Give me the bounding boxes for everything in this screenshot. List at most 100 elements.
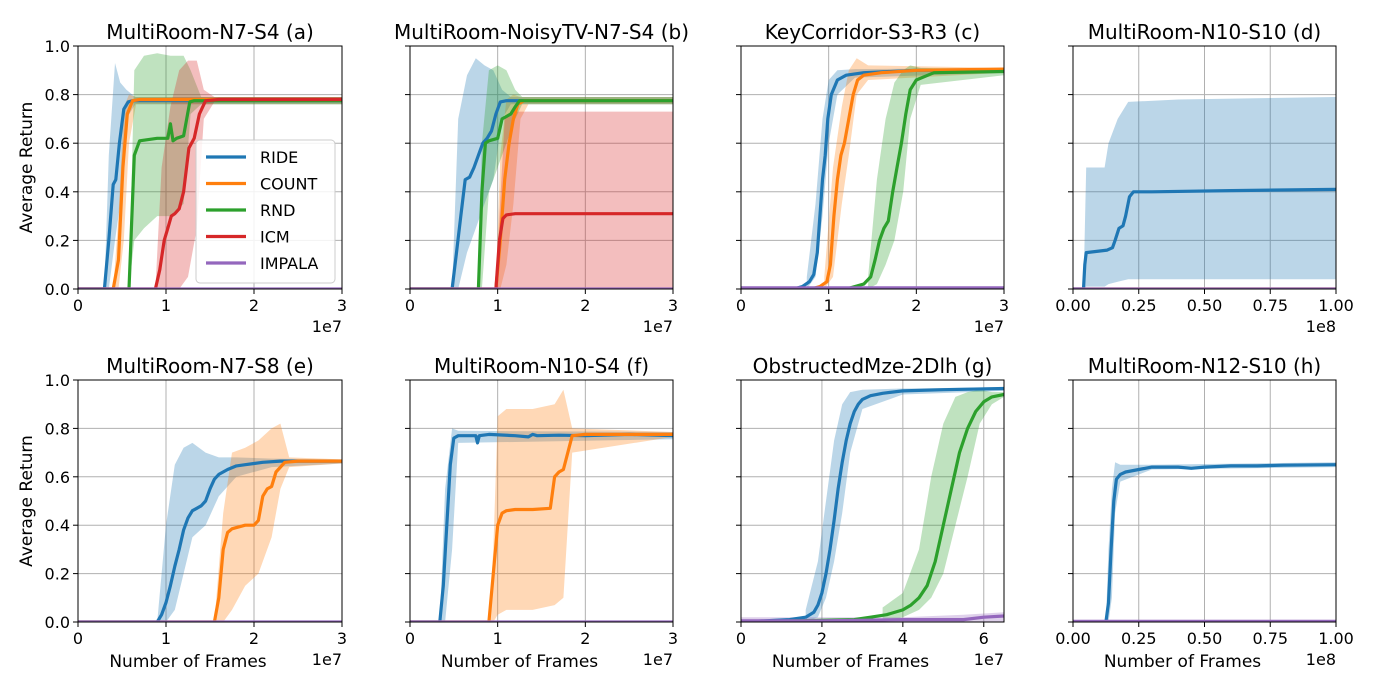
series-line-count[interactable] (741, 67, 1004, 289)
panel-title: MultiRoom-N10-S4 (f) (434, 354, 649, 378)
legend-item-impala[interactable]: IMPALA (206, 254, 318, 273)
data-layer (78, 423, 342, 622)
x-offset-label: 1e8 (1306, 650, 1336, 669)
series-line-ride[interactable] (410, 432, 673, 622)
x-axis-label: Number of Frames (1104, 652, 1261, 672)
legend-label: COUNT (260, 175, 317, 194)
x-tick-label: 2 (580, 296, 590, 315)
panel-d: 0.00 0.25 0.50 0.75 1.00 1e8 MultiRoom-N10-S10… (1055, 20, 1354, 336)
x-tick-label: 0.25 (1121, 629, 1157, 648)
x-tick-label: 2 (249, 296, 259, 315)
axes-frame (409, 379, 674, 623)
x-tick-label: 1 (161, 296, 171, 315)
series-line-ride[interactable] (410, 99, 673, 289)
x-tick-label: 1 (161, 629, 171, 648)
y-tick-label: 0.6 (45, 134, 70, 153)
series-line-count[interactable] (410, 432, 673, 622)
legend-item-rnd[interactable]: RND (206, 201, 295, 220)
panel-f: 0 1 2 3 1e7 MultiRoom-N10-S4 (f) Number of Fra… (405, 354, 678, 672)
series-line-icm[interactable] (78, 97, 342, 290)
band-count (214, 423, 342, 622)
y-tick-label: 1.0 (45, 371, 70, 390)
x-tick-label: 1 (493, 296, 503, 315)
band-ride (1083, 97, 1336, 289)
panel-title: MultiRoom-N7-S8 (e) (106, 354, 314, 378)
x-tick-label: 0.50 (1187, 629, 1223, 648)
x-tick-label: 0 (405, 629, 415, 648)
series-line-ride[interactable] (741, 68, 1004, 289)
series-line-ride[interactable] (741, 386, 1004, 623)
axes-frame (77, 379, 343, 623)
axes-frame (77, 45, 343, 290)
legend-item-icm[interactable]: ICM (206, 228, 290, 247)
y-axis-label: Average Return (17, 435, 37, 567)
panel-title: KeyCorridor-S3-R3 (c) (765, 20, 980, 44)
band-ride (157, 442, 342, 622)
y-tick-label: 0.0 (45, 613, 70, 632)
x-tick-label: 0.00 (1055, 629, 1091, 648)
panel-g: 0 2 4 6 1e7 ObstructedMze-2Dlh (g) Number of F… (736, 354, 1005, 672)
series-line-rnd[interactable] (78, 99, 342, 289)
series-line-ride[interactable] (1073, 463, 1336, 622)
x-tick-label: 2 (911, 296, 921, 315)
y-tick-label: 0.2 (45, 565, 70, 584)
y-tick-label: 0.8 (45, 419, 70, 438)
x-tick-label: 0 (73, 296, 83, 315)
legend-label: IMPALA (260, 254, 318, 273)
x-tick-label: 0 (73, 629, 83, 648)
series-line-rnd[interactable] (741, 392, 1004, 623)
x-tick-label: 4 (898, 629, 908, 648)
axes-frame (740, 379, 1005, 623)
data-layer (78, 53, 342, 289)
y-axis-label: Average Return (17, 102, 37, 234)
panel-h: 0.00 0.25 0.50 0.75 1.00 1e8 MultiRoom-N12-S10… (1055, 354, 1354, 672)
x-offset-label: 1e7 (974, 650, 1004, 669)
y-tick-label: 0.0 (45, 280, 70, 299)
x-offset-label: 1e7 (643, 650, 673, 669)
series-line-icm[interactable] (410, 212, 673, 289)
x-tick-label: 1.00 (1318, 629, 1354, 648)
series-line-rnd[interactable] (741, 69, 1004, 290)
data-layer (410, 58, 673, 289)
x-axis-label: Number of Frames (441, 652, 598, 672)
panel-title: ObstructedMze-2Dlh (g) (753, 354, 993, 378)
data-layer (741, 386, 1004, 623)
x-offset-label: 1e7 (312, 317, 342, 336)
legend: RIDE COUNT RND ICM IMPALA (195, 139, 336, 284)
gridlines (78, 380, 342, 622)
x-offset-label: 1e8 (1306, 317, 1336, 336)
series-line-count[interactable] (78, 97, 342, 290)
x-tick-label: 0.50 (1187, 296, 1223, 315)
series-line-count[interactable] (78, 459, 342, 622)
data-layer (741, 58, 1004, 289)
panel-e: 0 1 2 3 0.0 0.2 0.4 0.6 0.8 1.0 1e7 MultiRoom-N7-S8… (17, 354, 347, 672)
gridlines (741, 380, 1004, 622)
band-rnd (882, 389, 1004, 622)
series-line-rnd[interactable] (410, 99, 673, 289)
data-layer (1073, 462, 1336, 622)
panel-title: MultiRoom-NoisyTV-N7-S4 (b) (394, 20, 689, 44)
x-tick-label: 0.75 (1252, 629, 1288, 648)
legend-item-ride[interactable]: RIDE (206, 148, 298, 167)
x-tick-label: 1.00 (1318, 296, 1354, 315)
x-offset-label: 1e7 (312, 650, 342, 669)
y-tick-label: 0.4 (45, 516, 70, 535)
series-line-ride[interactable] (1073, 187, 1336, 289)
x-tick-label: 0 (405, 296, 415, 315)
legend-box (195, 139, 336, 284)
x-tick-label: 0.00 (1055, 296, 1091, 315)
y-tick-label: 0.6 (45, 468, 70, 487)
band-count (488, 389, 673, 622)
x-tick-label: 3 (337, 629, 347, 648)
gridlines (741, 46, 1004, 289)
data-layer (410, 389, 673, 622)
band-rnd (129, 53, 342, 289)
legend-label: RIDE (260, 148, 298, 167)
x-tick-label: 1 (824, 296, 834, 315)
band-ride (452, 58, 673, 289)
band-ride (1105, 462, 1336, 622)
series-line-impala[interactable] (741, 614, 1004, 622)
panel-title: MultiRoom-N12-S10 (h) (1088, 354, 1321, 378)
legend-item-count[interactable]: COUNT (206, 175, 317, 194)
series-line-ride[interactable] (78, 459, 342, 622)
